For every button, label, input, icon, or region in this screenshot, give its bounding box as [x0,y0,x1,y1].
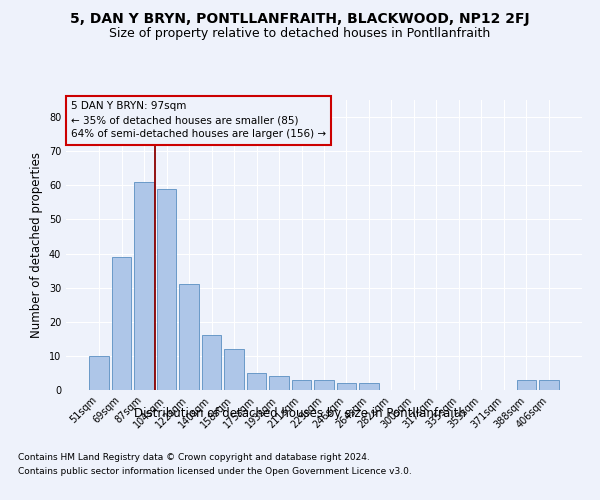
Bar [89,356,109,390]
Bar [157,188,176,390]
Text: 5, DAN Y BRYN, PONTLLANFRAITH, BLACKWOOD, NP12 2FJ: 5, DAN Y BRYN, PONTLLANFRAITH, BLACKWOOD… [70,12,530,26]
Text: Distribution of detached houses by size in Pontllanfraith: Distribution of detached houses by size … [134,408,466,420]
Text: 5 DAN Y BRYN: 97sqm
← 35% of detached houses are smaller (85)
64% of semi-detach: 5 DAN Y BRYN: 97sqm ← 35% of detached ho… [71,102,326,140]
Bar [292,380,311,390]
Bar [179,284,199,390]
Bar [202,336,221,390]
Bar [247,373,266,390]
Bar [224,349,244,390]
Bar [359,383,379,390]
Text: Contains public sector information licensed under the Open Government Licence v3: Contains public sector information licen… [18,467,412,476]
Bar [269,376,289,390]
Text: Contains HM Land Registry data © Crown copyright and database right 2024.: Contains HM Land Registry data © Crown c… [18,454,370,462]
Bar [314,380,334,390]
Bar [517,380,536,390]
Bar [539,380,559,390]
Bar [112,257,131,390]
Bar [134,182,154,390]
Text: Size of property relative to detached houses in Pontllanfraith: Size of property relative to detached ho… [109,28,491,40]
Y-axis label: Number of detached properties: Number of detached properties [30,152,43,338]
Bar [337,383,356,390]
